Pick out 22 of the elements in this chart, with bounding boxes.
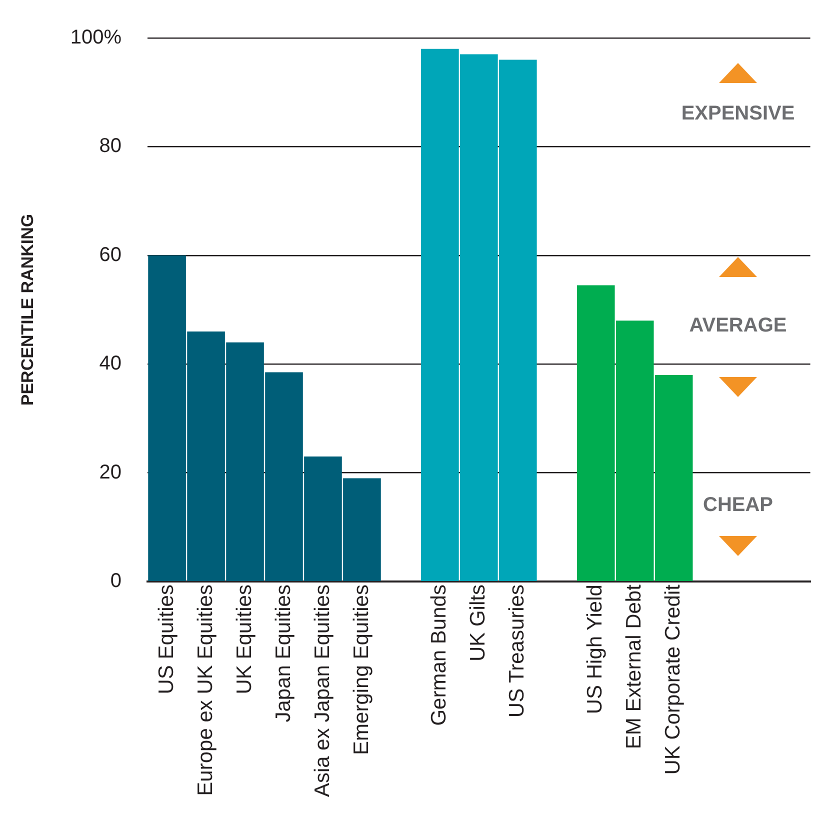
y-tick-label: 100%	[70, 26, 122, 49]
y-tick-label: 20	[99, 461, 122, 484]
x-tick-label: Emerging Equities	[350, 584, 373, 755]
annotation: AVERAGE	[689, 314, 787, 337]
x-tick-label: EM External Debt	[622, 584, 646, 750]
x-tick-label: UK Corporate Credit	[662, 584, 685, 775]
x-tick-label: Europe ex UK Equities	[194, 584, 217, 796]
x-tick-label: US Treasuries	[506, 584, 529, 718]
x-tick-label: German Bunds	[428, 584, 451, 726]
x-tick-label: US Equities	[154, 584, 178, 694]
y-tick-label: 40	[99, 352, 122, 375]
annotation: EXPENSIVE	[681, 102, 795, 125]
y-tick-label: 60	[99, 244, 122, 266]
x-tick-label: UK Equities	[232, 584, 256, 694]
x-tick-label: Asia ex Japan Equities	[310, 584, 334, 798]
y-tick-label: 80	[99, 135, 122, 158]
y-axis-title: PERCENTILE RANKING	[18, 214, 37, 406]
annotation: CHEAP	[702, 494, 774, 516]
x-tick-label: UK Gilts	[466, 584, 490, 662]
y-tick-label: 0	[110, 570, 122, 592]
x-tick-label: US High Yield	[584, 584, 607, 714]
x-tick-label: Japan Equities	[272, 584, 295, 722]
